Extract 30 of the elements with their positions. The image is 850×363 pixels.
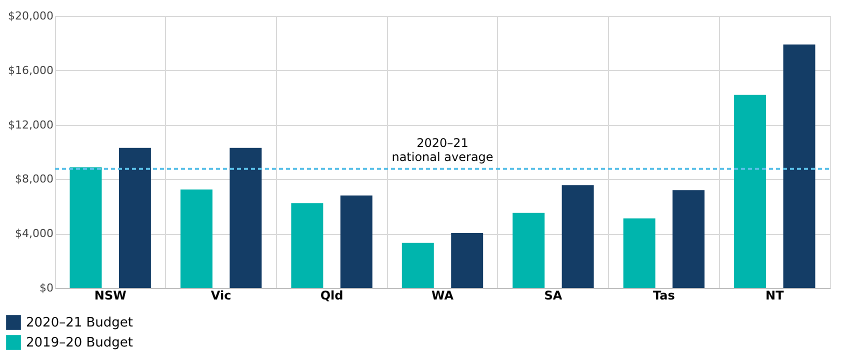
- bar: [623, 218, 656, 288]
- bar: [734, 94, 766, 288]
- bar: [451, 233, 484, 288]
- y-tick-label: $0: [40, 282, 54, 294]
- bar: [118, 148, 151, 288]
- y-tick-label: $12,000: [8, 118, 54, 132]
- bar: [672, 190, 705, 288]
- x-tick-label: SA: [544, 288, 563, 302]
- bar: [70, 167, 102, 288]
- bar: [230, 148, 262, 288]
- bar: [512, 212, 545, 288]
- x-tick-label: Tas: [652, 288, 675, 302]
- x-tick-label: Qld: [320, 288, 344, 302]
- bar: [180, 190, 212, 288]
- bar: [562, 185, 594, 288]
- x-tick-label: Vic: [210, 288, 232, 302]
- bar: [291, 203, 324, 288]
- y-tick-label: $20,000: [8, 10, 54, 22]
- legend-label: 2019–20 Budget: [26, 336, 134, 350]
- bar: [402, 242, 434, 288]
- x-tick-label: WA: [432, 288, 454, 302]
- ref-line-label: 2020–21 national average: [392, 136, 494, 164]
- x-tick-label: NSW: [94, 288, 126, 302]
- bar: [783, 44, 816, 288]
- y-tick-label: $4,000: [15, 227, 54, 240]
- y-tick-label: $8,000: [15, 172, 54, 186]
- y-tick-label: $16,000: [8, 64, 54, 77]
- legend-label: 2020–21 Budget: [26, 316, 134, 330]
- x-tick-label: NT: [766, 288, 785, 302]
- bar: [340, 196, 372, 288]
